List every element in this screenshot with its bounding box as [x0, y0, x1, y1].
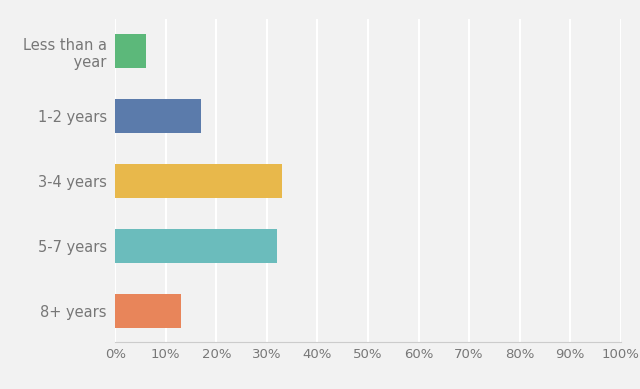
Bar — [115, 164, 282, 198]
Bar — [115, 294, 181, 328]
Bar — [115, 99, 201, 133]
Bar — [115, 34, 145, 68]
Bar — [115, 229, 277, 263]
